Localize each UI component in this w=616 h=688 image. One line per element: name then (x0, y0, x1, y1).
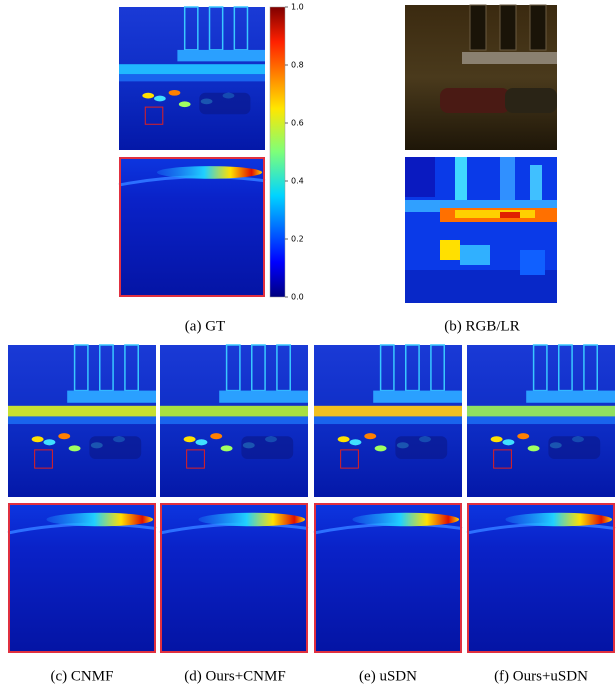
zoom-image (159, 503, 309, 653)
zoom-image (313, 503, 463, 653)
streak (505, 512, 613, 527)
highlight (43, 439, 56, 446)
band-glow (467, 416, 615, 425)
window (499, 4, 517, 51)
zoom-border (160, 503, 308, 653)
railing (462, 52, 557, 64)
heatmap-image (314, 344, 462, 497)
tick-label: 0.4 (291, 177, 304, 186)
band (467, 405, 615, 417)
window (469, 4, 487, 51)
car (548, 436, 601, 459)
highlight (220, 445, 233, 452)
zoom-image (118, 157, 266, 297)
pixel-block (440, 240, 460, 260)
lr-image (405, 157, 557, 303)
pixel-block (520, 250, 545, 275)
heatmap-image (119, 6, 265, 150)
streak (352, 512, 460, 527)
pixel-block (455, 157, 467, 207)
roi-box (493, 449, 512, 469)
car (440, 88, 510, 113)
caption: (a) GT (185, 318, 225, 334)
pixel-block (500, 157, 515, 202)
highlight (502, 439, 515, 446)
heatmap-image (160, 344, 308, 497)
zoom-border (467, 503, 615, 653)
heatmap-image (467, 344, 615, 497)
highlight (183, 436, 196, 443)
band-glow (119, 74, 265, 82)
band (314, 405, 462, 417)
pixel-block (460, 245, 490, 265)
band-glow (314, 416, 462, 425)
band (160, 405, 308, 417)
caption: (d) Ours+CNMF (184, 668, 285, 684)
highlight (154, 95, 166, 102)
caption: (f) Ours+uSDN (494, 668, 588, 684)
tick-label: 0.6 (291, 119, 304, 128)
tick-label: 0.2 (291, 235, 304, 244)
car (241, 436, 294, 459)
zoom-border (314, 503, 462, 653)
car (89, 436, 142, 459)
band-glow (160, 416, 308, 425)
highlight (31, 436, 44, 443)
streak (46, 512, 154, 527)
railing (526, 390, 615, 403)
highlight (349, 439, 362, 446)
highlight (527, 445, 540, 452)
highlight (374, 445, 387, 452)
zoom-border (8, 503, 156, 653)
streak (156, 166, 263, 179)
highlight (490, 436, 503, 443)
roi-box (144, 106, 164, 125)
highlight (210, 433, 223, 440)
highlight (178, 101, 191, 108)
band (8, 405, 156, 417)
pixel-block (405, 157, 435, 197)
pixel-block (500, 212, 520, 218)
railing (177, 49, 265, 62)
car (395, 436, 448, 459)
tick-label: 0.8 (291, 61, 304, 70)
heatmap-image (8, 344, 156, 497)
car (199, 92, 251, 115)
streak (198, 512, 306, 527)
highlight (364, 433, 377, 440)
highlight (58, 433, 71, 440)
roi-box (340, 449, 359, 469)
band (119, 64, 265, 75)
zoom-border (119, 157, 265, 297)
highlight (168, 89, 181, 96)
railing (67, 390, 156, 403)
pixel-block (405, 270, 557, 303)
tick-label: 0.0 (291, 293, 304, 302)
zoom-image (466, 503, 616, 653)
railing (219, 390, 308, 403)
highlight (68, 445, 81, 452)
highlight (337, 436, 350, 443)
highlight (142, 92, 155, 99)
rgb-image (405, 4, 557, 150)
window (529, 4, 547, 51)
colorbar (269, 6, 286, 298)
caption: (e) uSDN (359, 668, 417, 684)
railing (373, 390, 462, 403)
roi-box (34, 449, 53, 469)
tick-label: 1.0 (291, 3, 304, 12)
panels: 0.0 0.2 0.4 0.6 0.8 1.0 (7, 3, 616, 653)
band-glow (8, 416, 156, 425)
pixel-block (530, 165, 542, 205)
caption: (b) RGB/LR (444, 318, 519, 334)
highlight (517, 433, 530, 440)
car (505, 88, 557, 113)
highlight (195, 439, 208, 446)
pixel-block (455, 210, 535, 218)
zoom-image (7, 503, 157, 653)
roi-box (186, 449, 205, 469)
caption: (c) CNMF (51, 668, 114, 684)
